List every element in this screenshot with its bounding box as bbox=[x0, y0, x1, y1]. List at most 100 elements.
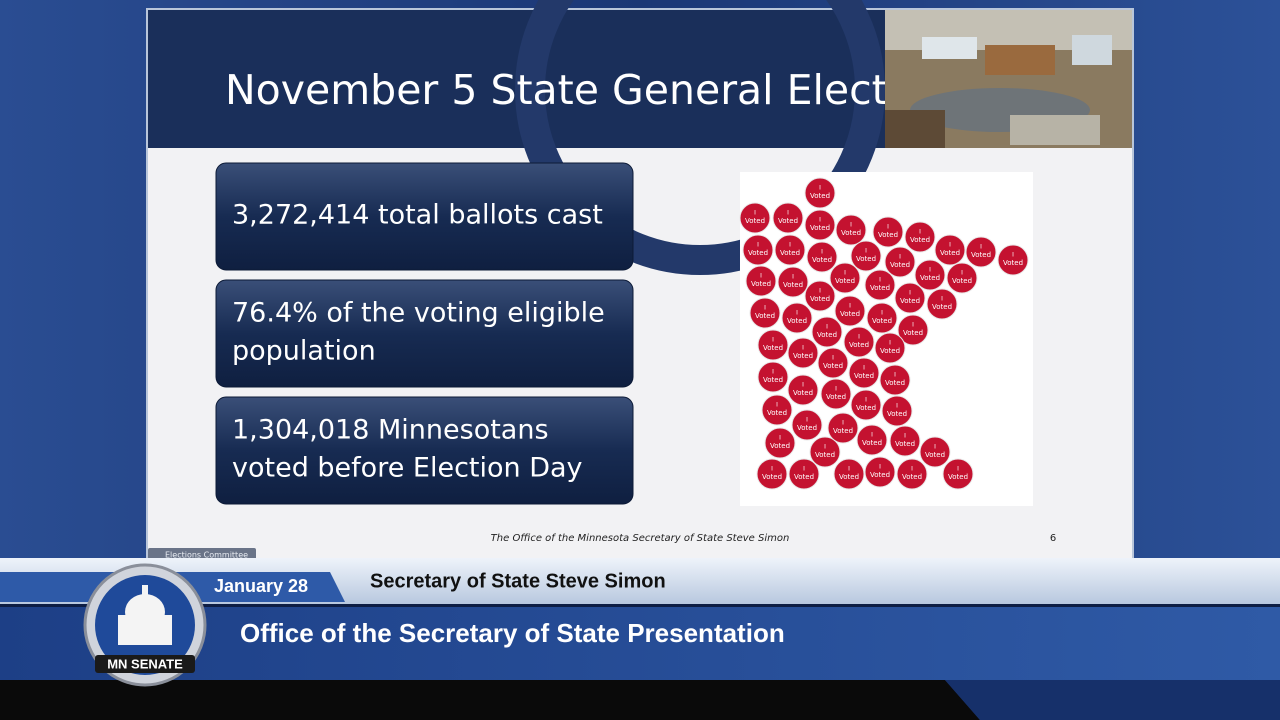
sticker-text: Voted bbox=[849, 341, 869, 349]
sticker-text: I bbox=[961, 270, 963, 277]
sticker-text: I bbox=[865, 397, 867, 404]
sticker-disc bbox=[856, 424, 888, 456]
sticker-text: I bbox=[826, 324, 828, 331]
sticker-text: Voted bbox=[745, 217, 765, 225]
sticker-text: Voted bbox=[878, 231, 898, 239]
sticker-text: Voted bbox=[810, 192, 830, 200]
sticker-disc bbox=[756, 458, 788, 490]
sticker-disc bbox=[804, 177, 836, 209]
sticker-text: I bbox=[949, 242, 951, 249]
sticker-text: Voted bbox=[920, 274, 940, 282]
sticker-text: Voted bbox=[880, 347, 900, 355]
sticker-text: I bbox=[789, 242, 791, 249]
sticker-text: Voted bbox=[840, 310, 860, 318]
sticker-disc bbox=[946, 262, 978, 294]
sticker-text: I bbox=[863, 365, 865, 372]
sticker-text: Voted bbox=[903, 329, 923, 337]
sticker-disc bbox=[739, 202, 771, 234]
sticker-text: Voted bbox=[762, 473, 782, 481]
date: January 28 bbox=[214, 576, 308, 596]
sticker-text: I bbox=[904, 433, 906, 440]
sticker-disc bbox=[764, 427, 796, 459]
sticker-disc bbox=[866, 302, 898, 334]
sticker-text: I bbox=[803, 466, 805, 473]
fact-box bbox=[215, 162, 634, 271]
sticker-text: I bbox=[848, 466, 850, 473]
meeting-tag bbox=[148, 548, 256, 560]
sticker-disc bbox=[742, 234, 774, 266]
sticker-text: Voted bbox=[833, 427, 853, 435]
senate-logo: MN SENATE bbox=[83, 563, 207, 687]
sticker-text: I bbox=[757, 242, 759, 249]
sticker-text: I bbox=[760, 273, 762, 280]
sticker-text: Voted bbox=[1003, 259, 1023, 267]
seal-watermark bbox=[515, 0, 885, 275]
sticker-disc bbox=[833, 458, 865, 490]
sticker-text: I bbox=[858, 334, 860, 341]
sticker-text: Voted bbox=[770, 442, 790, 450]
slide-title: November 5 State General Election bbox=[225, 66, 950, 114]
sticker-disc bbox=[850, 240, 882, 272]
sticker-text: I bbox=[819, 217, 821, 224]
sticker-text: Voted bbox=[971, 251, 991, 259]
fact-text: 76.4% of the voting eligible bbox=[232, 298, 605, 329]
sticker-text: I bbox=[819, 288, 821, 295]
sticker-text: Voted bbox=[812, 256, 832, 264]
sticker-disc bbox=[820, 378, 852, 410]
fact-box bbox=[215, 396, 634, 505]
sticker-text: Voted bbox=[872, 317, 892, 325]
sticker-text: Voted bbox=[823, 362, 843, 370]
sticker-disc bbox=[777, 266, 809, 298]
sticker-text: Voted bbox=[925, 451, 945, 459]
sticker-text: Voted bbox=[826, 393, 846, 401]
sticker-text: Voted bbox=[748, 249, 768, 257]
sticker-text: Voted bbox=[815, 451, 835, 459]
sticker-disc bbox=[835, 214, 867, 246]
sticker-text: I bbox=[844, 270, 846, 277]
sticker-text: I bbox=[835, 386, 837, 393]
sticker-text: Voted bbox=[870, 471, 890, 479]
sticker-text: I bbox=[792, 274, 794, 281]
sticker-disc bbox=[850, 389, 882, 421]
sticker-text: I bbox=[889, 340, 891, 347]
fact-text: voted before Election Day bbox=[232, 453, 583, 484]
sticker-text: Voted bbox=[835, 277, 855, 285]
sticker-disc bbox=[965, 236, 997, 268]
sticker-disc bbox=[757, 361, 789, 393]
sticker-disc bbox=[791, 409, 823, 441]
webcam-inset bbox=[885, 10, 1132, 148]
sticker-text: I bbox=[909, 290, 911, 297]
sticker-disc bbox=[806, 241, 838, 273]
sticker-text: I bbox=[771, 466, 773, 473]
sticker-text: I bbox=[881, 310, 883, 317]
